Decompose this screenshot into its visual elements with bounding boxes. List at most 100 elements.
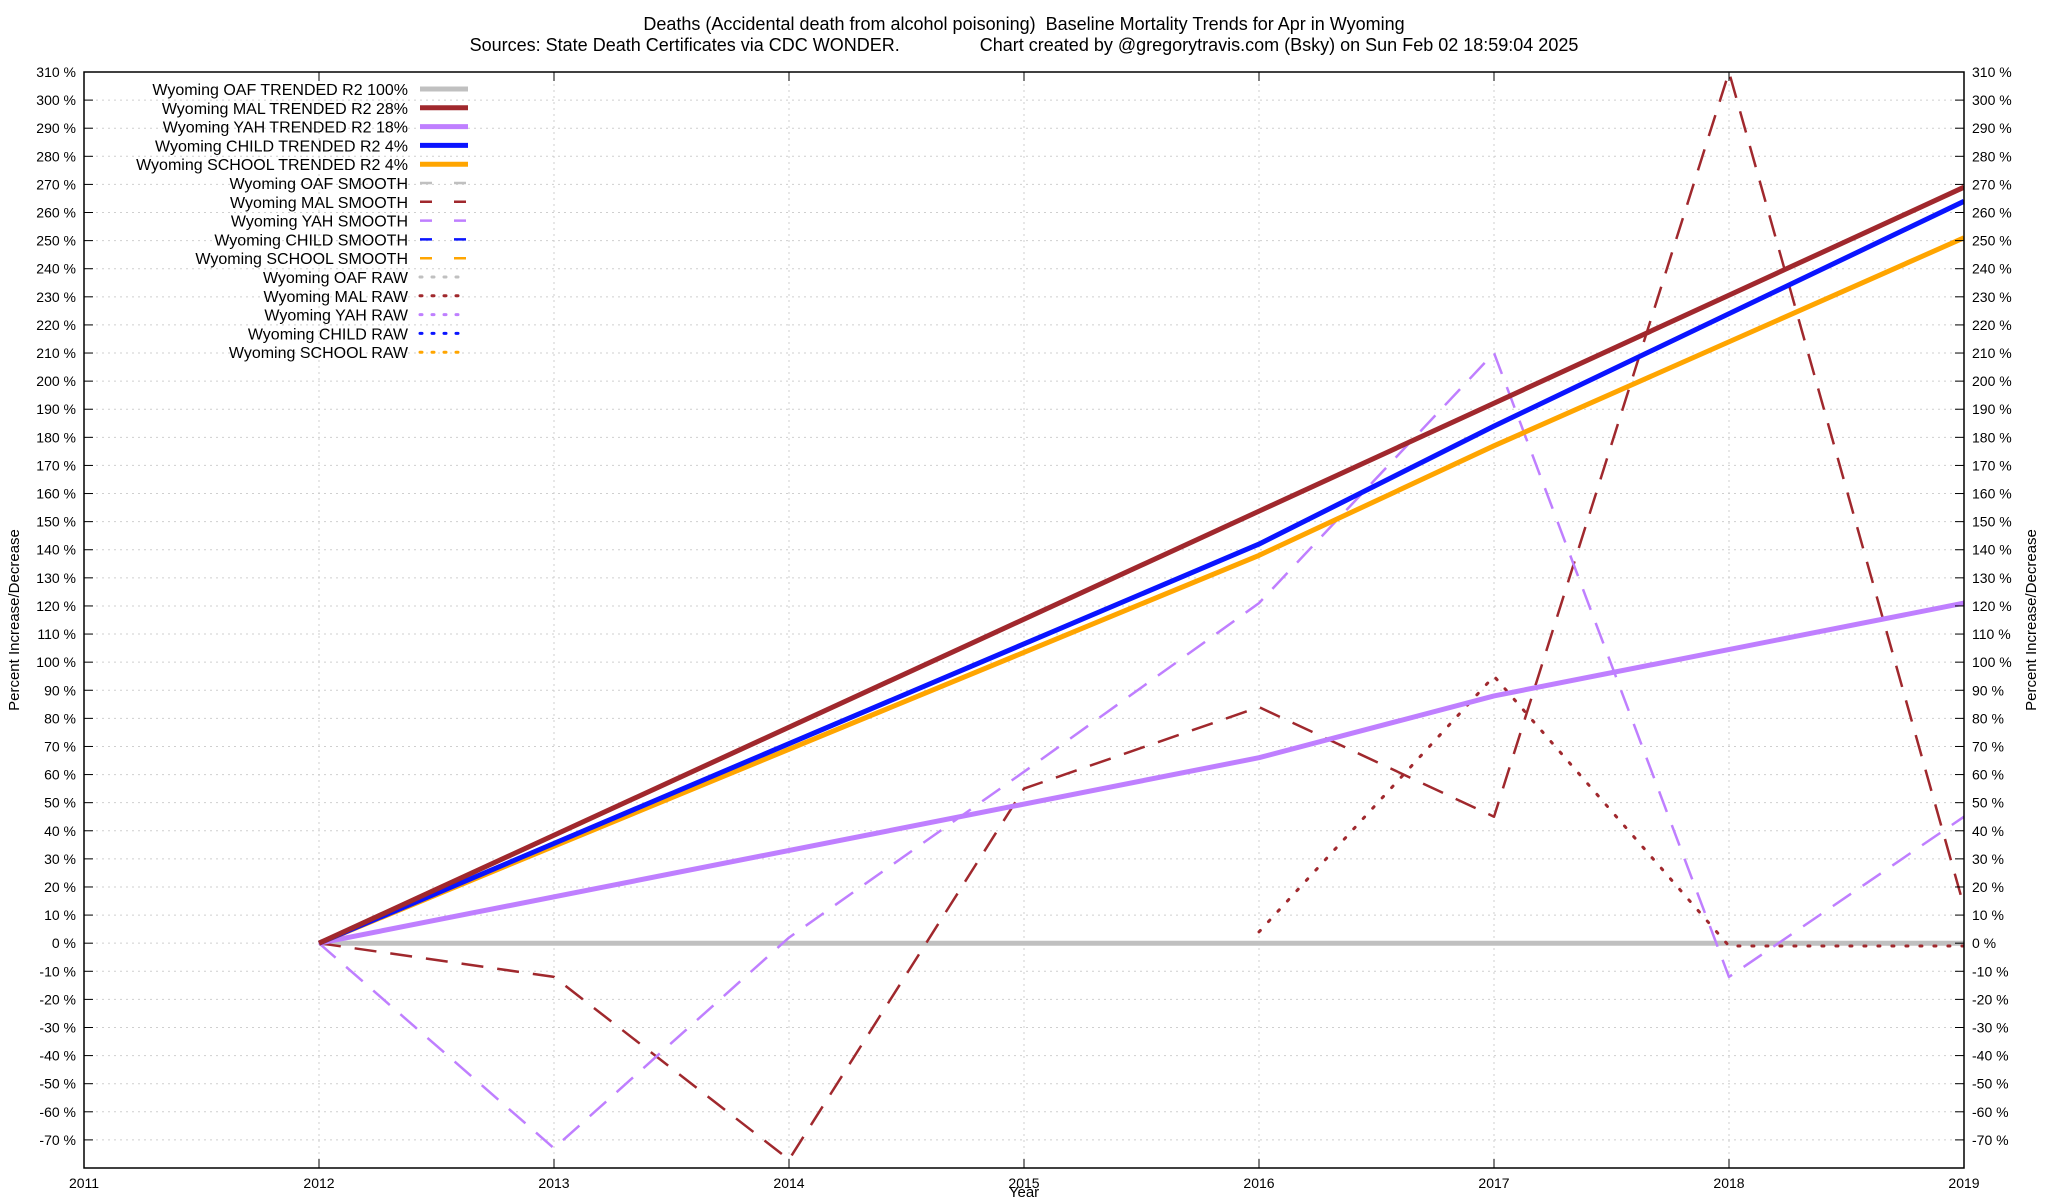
y-tick-label-left: 90 % — [44, 682, 76, 698]
y-axis-label-right: Percent Increase/Decrease — [2023, 529, 2040, 711]
y-tick-label-right: -60 % — [1972, 1104, 2009, 1120]
y-tick-label-left: 200 % — [36, 373, 76, 389]
x-tick-label: 2015 — [1008, 1175, 1039, 1191]
y-tick-label-right: -30 % — [1972, 1019, 2009, 1035]
y-tick-label-right: 90 % — [1972, 682, 2004, 698]
y-tick-label-right: 140 % — [1972, 542, 2012, 558]
legend-label: Wyoming YAH RAW — [264, 308, 408, 325]
legend-label: Wyoming MAL RAW — [264, 289, 409, 306]
y-tick-label-right: 110 % — [1972, 626, 2011, 642]
x-tick-label: 2019 — [1948, 1175, 1979, 1191]
y-tick-label-right: 310 % — [1972, 64, 2012, 80]
series-lines — [317, 72, 1964, 1161]
y-tick-label-left: 300 % — [36, 92, 76, 108]
legend-label: Wyoming YAH SMOOTH — [231, 214, 408, 231]
y-tick-label-left: -40 % — [39, 1048, 76, 1064]
legend-label: Wyoming OAF TRENDED R2 100% — [152, 82, 408, 99]
y-tick-label-right: 240 % — [1972, 261, 2012, 277]
y-tick-label-right: 260 % — [1972, 205, 2012, 221]
y-tick-label-left: 180 % — [36, 429, 76, 445]
y-tick-label-left: 280 % — [36, 148, 76, 164]
x-tick-label: 2016 — [1243, 1175, 1274, 1191]
y-tick-label-left: 240 % — [36, 261, 76, 277]
legend-label: Wyoming MAL TRENDED R2 28% — [162, 101, 408, 118]
y-tick-label-left: 60 % — [44, 767, 76, 783]
y-tick-label-right: 170 % — [1972, 457, 2012, 473]
x-tick-label: 2011 — [69, 1175, 99, 1191]
y-tick-label-right: 180 % — [1972, 429, 2012, 445]
y-tick-label-right: 30 % — [1972, 851, 2004, 867]
y-tick-label-left: 290 % — [36, 120, 76, 136]
chart-title: Deaths (Accidental death from alcohol po… — [643, 14, 1405, 34]
y-tick-label-left: 0 % — [52, 935, 76, 951]
y-tick-label-left: -20 % — [39, 991, 76, 1007]
legend-label: Wyoming CHILD TRENDED R2 4% — [155, 138, 408, 155]
y-tick-label-left: 210 % — [36, 345, 76, 361]
y-tick-label-right: 20 % — [1972, 879, 2004, 895]
legend-label: Wyoming MAL SMOOTH — [230, 195, 408, 212]
y-tick-label-left: 160 % — [36, 486, 76, 502]
y-tick-label-left: 190 % — [36, 401, 76, 417]
series-line-smooth — [318, 351, 1964, 1150]
y-tick-label-left: -50 % — [39, 1076, 76, 1092]
series-line-raw — [1257, 674, 1964, 948]
y-tick-label-right: 130 % — [1972, 570, 2012, 586]
series-line-trend — [318, 199, 1964, 946]
series-line-trend — [318, 235, 1964, 946]
series-line-smooth — [318, 72, 1964, 1161]
y-tick-label-right: 290 % — [1972, 120, 2012, 136]
y-tick-label-right: 60 % — [1972, 767, 2004, 783]
legend-label: Wyoming SCHOOL TRENDED R2 4% — [136, 157, 408, 174]
legend-label: Wyoming CHILD RAW — [248, 326, 409, 343]
y-tick-label-left: 260 % — [36, 205, 76, 221]
x-axis-label: Year — [1009, 1184, 1039, 1200]
y-tick-label-left: 40 % — [44, 823, 76, 839]
y-tick-label-right: 270 % — [1972, 176, 2012, 192]
y-tick-label-left: 310 % — [36, 64, 76, 80]
y-tick-label-right: 250 % — [1972, 233, 2012, 249]
y-tick-label-right: 220 % — [1972, 317, 2012, 333]
y-tick-label-left: 100 % — [36, 654, 76, 670]
y-tick-label-right: 210 % — [1972, 345, 2012, 361]
y-tick-label-left: -10 % — [39, 963, 76, 979]
y-tick-label-right: 120 % — [1972, 598, 2012, 614]
y-tick-label-left: 50 % — [44, 795, 76, 811]
y-tick-label-left: 140 % — [36, 542, 76, 558]
x-tick-label: 2017 — [1478, 1175, 1509, 1191]
y-tick-label-right: 40 % — [1972, 823, 2004, 839]
legend: Wyoming OAF TRENDED R2 100% Wyoming MAL T… — [136, 82, 470, 362]
y-tick-label-right: 190 % — [1972, 401, 2012, 417]
axes: 310 % 310 % 300 % 300 % 290 % 290 % 280 % 280 %… — [36, 64, 2011, 1191]
y-tick-label-left: 150 % — [36, 514, 76, 530]
y-tick-label-right: 50 % — [1972, 795, 2004, 811]
legend-label: Wyoming OAF SMOOTH — [229, 176, 408, 193]
y-tick-label-left: 250 % — [36, 233, 76, 249]
y-tick-label-right: 160 % — [1972, 486, 2012, 502]
y-tick-label-left: 10 % — [44, 907, 76, 923]
grid — [84, 72, 1964, 1168]
y-tick-label-left: 170 % — [36, 457, 76, 473]
y-tick-label-right: 280 % — [1972, 148, 2012, 164]
y-tick-label-right: 200 % — [1972, 373, 2012, 389]
y-tick-label-left: 130 % — [36, 570, 76, 586]
y-tick-label-right: 100 % — [1972, 654, 2012, 670]
legend-label: Wyoming YAH TRENDED R2 18% — [163, 120, 408, 137]
y-tick-label-right: -10 % — [1972, 963, 2009, 979]
y-axis-label-left: Percent Increase/Decrease — [6, 529, 23, 711]
y-tick-label-left: 30 % — [44, 851, 76, 867]
y-tick-label-right: 80 % — [1972, 710, 2004, 726]
x-tick-label: 2018 — [1713, 1175, 1744, 1191]
y-tick-label-right: -50 % — [1972, 1076, 2009, 1092]
y-tick-label-left: 20 % — [44, 879, 76, 895]
y-tick-label-left: -60 % — [39, 1104, 76, 1120]
x-tick-label: 2014 — [773, 1175, 804, 1191]
y-tick-label-left: 270 % — [36, 176, 76, 192]
series-line-trend — [318, 600, 1964, 946]
y-tick-label-right: 0 % — [1972, 935, 1996, 951]
y-tick-label-right: 70 % — [1972, 738, 2004, 754]
y-tick-label-left: 220 % — [36, 317, 76, 333]
legend-label: Wyoming SCHOOL SMOOTH — [195, 251, 408, 268]
y-tick-label-left: 230 % — [36, 289, 76, 305]
y-tick-label-right: 230 % — [1972, 289, 2012, 305]
y-tick-label-right: -40 % — [1972, 1048, 2009, 1064]
